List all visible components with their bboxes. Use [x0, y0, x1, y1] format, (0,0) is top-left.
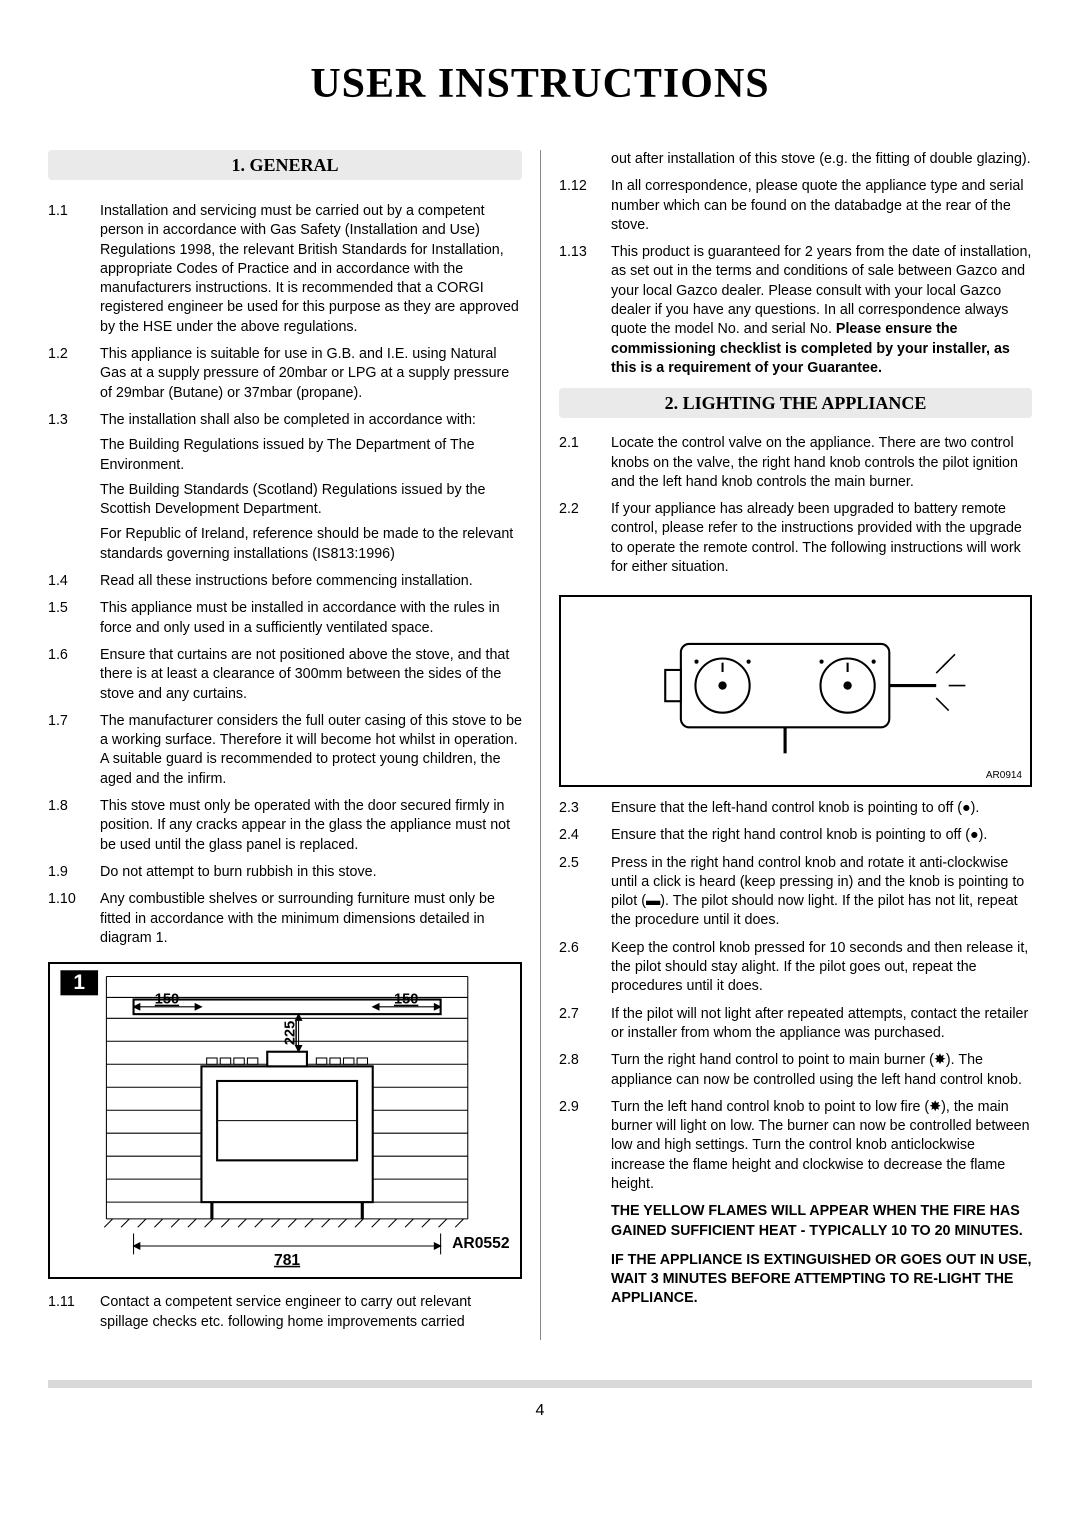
item-text: Ensure that the right hand control knob … — [611, 826, 1032, 845]
item-1-13: 1.13 This product is guaranteed for 2 ye… — [559, 243, 1032, 378]
item-number — [559, 150, 611, 169]
item-number: 2.2 — [559, 500, 611, 577]
item-text: If the pilot will not light after repeat… — [611, 1005, 1032, 1044]
item-number: 1.5 — [48, 599, 100, 638]
item-1-4: 1.4 Read all these instructions before c… — [48, 572, 522, 591]
figure-2-control-valve: AR0914 — [559, 595, 1032, 787]
item-text: Read all these instructions before comme… — [100, 572, 522, 591]
item-2-8: 2.8 Turn the right hand control to point… — [559, 1051, 1032, 1090]
item-1-9: 1.9 Do not attempt to burn rubbish in th… — [48, 863, 522, 882]
item-text: out after installation of this stove (e.… — [611, 150, 1032, 169]
para: The installation shall also be completed… — [100, 411, 522, 430]
item-text: This appliance is suitable for use in G.… — [100, 345, 522, 403]
item-1-8: 1.8 This stove must only be operated wit… — [48, 797, 522, 855]
section-header-general: 1. GENERAL — [48, 150, 522, 180]
item-text: Press in the right hand control knob and… — [611, 854, 1032, 931]
para: The Building Regulations issued by The D… — [100, 436, 522, 475]
item-number: 2.9 — [559, 1098, 611, 1194]
item-number: 2.8 — [559, 1051, 611, 1090]
item-number: 1.1 — [48, 202, 100, 337]
item-text: Ensure that the left-hand control knob i… — [611, 799, 1032, 818]
item-2-3: 2.3 Ensure that the left-hand control kn… — [559, 799, 1032, 818]
item-number: 2.5 — [559, 854, 611, 931]
section-header-lighting: 2. LIGHTING THE APPLIANCE — [559, 388, 1032, 418]
item-text: Keep the control knob pressed for 10 sec… — [611, 939, 1032, 997]
warning-relight: IF THE APPLIANCE IS EXTINGUISHED OR GOES… — [611, 1251, 1032, 1309]
item-text: This product is guaranteed for 2 years f… — [611, 243, 1032, 378]
item-text: Installation and servicing must be carri… — [100, 202, 522, 337]
page-number: 4 — [48, 1402, 1032, 1420]
item-1-10: 1.10 Any combustible shelves or surround… — [48, 890, 522, 948]
item-text: Ensure that curtains are not positioned … — [100, 646, 522, 704]
dim-150-left: 150 — [155, 992, 179, 1008]
item-text: Any combustible shelves or surrounding f… — [100, 890, 522, 948]
item-number: 2.7 — [559, 1005, 611, 1044]
para: For Republic of Ireland, reference shoul… — [100, 525, 522, 564]
dim-781: 781 — [274, 1252, 300, 1269]
page: USER INSTRUCTIONS 1. GENERAL 1.1 Install… — [0, 0, 1080, 1450]
item-number: 2.3 — [559, 799, 611, 818]
item-2-5: 2.5 Press in the right hand control knob… — [559, 854, 1032, 931]
item-text: In all correspondence, please quote the … — [611, 177, 1032, 235]
figure-1-clearances: 1 — [48, 962, 522, 1279]
fig1-code: AR0552 — [452, 1235, 510, 1252]
page-title: USER INSTRUCTIONS — [48, 60, 1032, 108]
item-number: 2.6 — [559, 939, 611, 997]
item-number: 1.9 — [48, 863, 100, 882]
diagram-1-svg: 1 — [50, 964, 520, 1277]
item-1-11-cont: out after installation of this stove (e.… — [559, 150, 1032, 169]
item-number: 1.2 — [48, 345, 100, 403]
column-left: 1. GENERAL 1.1 Installation and servicin… — [48, 150, 540, 1340]
item-number: 1.3 — [48, 411, 100, 564]
item-1-3: 1.3 The installation shall also be compl… — [48, 411, 522, 564]
fig2-code: AR0914 — [986, 770, 1022, 781]
item-text: Turn the right hand control to point to … — [611, 1051, 1032, 1090]
item-text: The manufacturer considers the full oute… — [100, 712, 522, 789]
item-number: 1.10 — [48, 890, 100, 948]
item-text: Turn the left hand control knob to point… — [611, 1098, 1032, 1194]
item-number: 1.6 — [48, 646, 100, 704]
item-number: 1.12 — [559, 177, 611, 235]
item-text: Locate the control valve on the applianc… — [611, 434, 1032, 492]
item-text: This stove must only be operated with th… — [100, 797, 522, 855]
item-1-11: 1.11 Contact a competent service enginee… — [48, 1293, 522, 1332]
item-number: 1.4 — [48, 572, 100, 591]
item-2-2: 2.2 If your appliance has already been u… — [559, 500, 1032, 577]
item-2-7: 2.7 If the pilot will not light after re… — [559, 1005, 1032, 1044]
warning-yellow-flames: THE YELLOW FLAMES WILL APPEAR WHEN THE F… — [611, 1202, 1032, 1241]
item-text: If your appliance has already been upgra… — [611, 500, 1032, 577]
diagram-2-svg — [561, 597, 1030, 785]
item-1-5: 1.5 This appliance must be installed in … — [48, 599, 522, 638]
item-1-7: 1.7 The manufacturer considers the full … — [48, 712, 522, 789]
item-2-4: 2.4 Ensure that the right hand control k… — [559, 826, 1032, 845]
dim-225: 225 — [282, 1021, 298, 1045]
item-number: 1.8 — [48, 797, 100, 855]
para: The Building Standards (Scotland) Regula… — [100, 481, 522, 520]
item-1-1: 1.1 Installation and servicing must be c… — [48, 202, 522, 337]
item-number: 1.11 — [48, 1293, 100, 1332]
item-number: 1.13 — [559, 243, 611, 378]
dim-150-right: 150 — [394, 992, 418, 1008]
item-text: The installation shall also be completed… — [100, 411, 522, 564]
item-text: This appliance must be installed in acco… — [100, 599, 522, 638]
item-2-6: 2.6 Keep the control knob pressed for 10… — [559, 939, 1032, 997]
item-number: 2.4 — [559, 826, 611, 845]
columns: 1. GENERAL 1.1 Installation and servicin… — [48, 150, 1032, 1340]
item-2-1: 2.1 Locate the control valve on the appl… — [559, 434, 1032, 492]
fig1-box-number: 1 — [73, 971, 85, 994]
item-1-2: 1.2 This appliance is suitable for use i… — [48, 345, 522, 403]
item-2-9: 2.9 Turn the left hand control knob to p… — [559, 1098, 1032, 1194]
para: This product is guaranteed for 2 years f… — [611, 244, 1031, 337]
column-right: out after installation of this stove (e.… — [540, 150, 1032, 1340]
item-text: Contact a competent service engineer to … — [100, 1293, 522, 1332]
bottom-bar — [48, 1380, 1032, 1388]
item-number: 1.7 — [48, 712, 100, 789]
item-1-12: 1.12 In all correspondence, please quote… — [559, 177, 1032, 235]
item-1-6: 1.6 Ensure that curtains are not positio… — [48, 646, 522, 704]
item-number: 2.1 — [559, 434, 611, 492]
item-text: Do not attempt to burn rubbish in this s… — [100, 863, 522, 882]
